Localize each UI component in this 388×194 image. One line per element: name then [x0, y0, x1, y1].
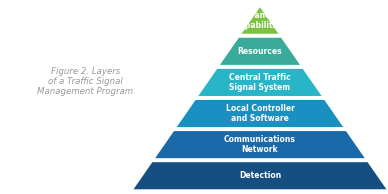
Polygon shape — [132, 161, 388, 190]
Text: Communications
Network: Communications Network — [224, 135, 296, 154]
Text: Detection: Detection — [239, 171, 281, 180]
Text: Central Traffic
Signal System: Central Traffic Signal System — [229, 73, 291, 92]
Text: Resources: Resources — [237, 47, 282, 56]
Text: Local Controller
and Software: Local Controller and Software — [225, 104, 294, 123]
Text: Figure 2. Layers
of a Traffic Signal
Management Program: Figure 2. Layers of a Traffic Signal Man… — [37, 67, 133, 96]
Polygon shape — [175, 99, 345, 128]
Polygon shape — [197, 68, 323, 97]
Polygon shape — [218, 37, 301, 66]
Polygon shape — [154, 130, 366, 159]
Text: Advanced
Capabilities: Advanced Capabilities — [234, 11, 286, 30]
Polygon shape — [240, 6, 280, 35]
